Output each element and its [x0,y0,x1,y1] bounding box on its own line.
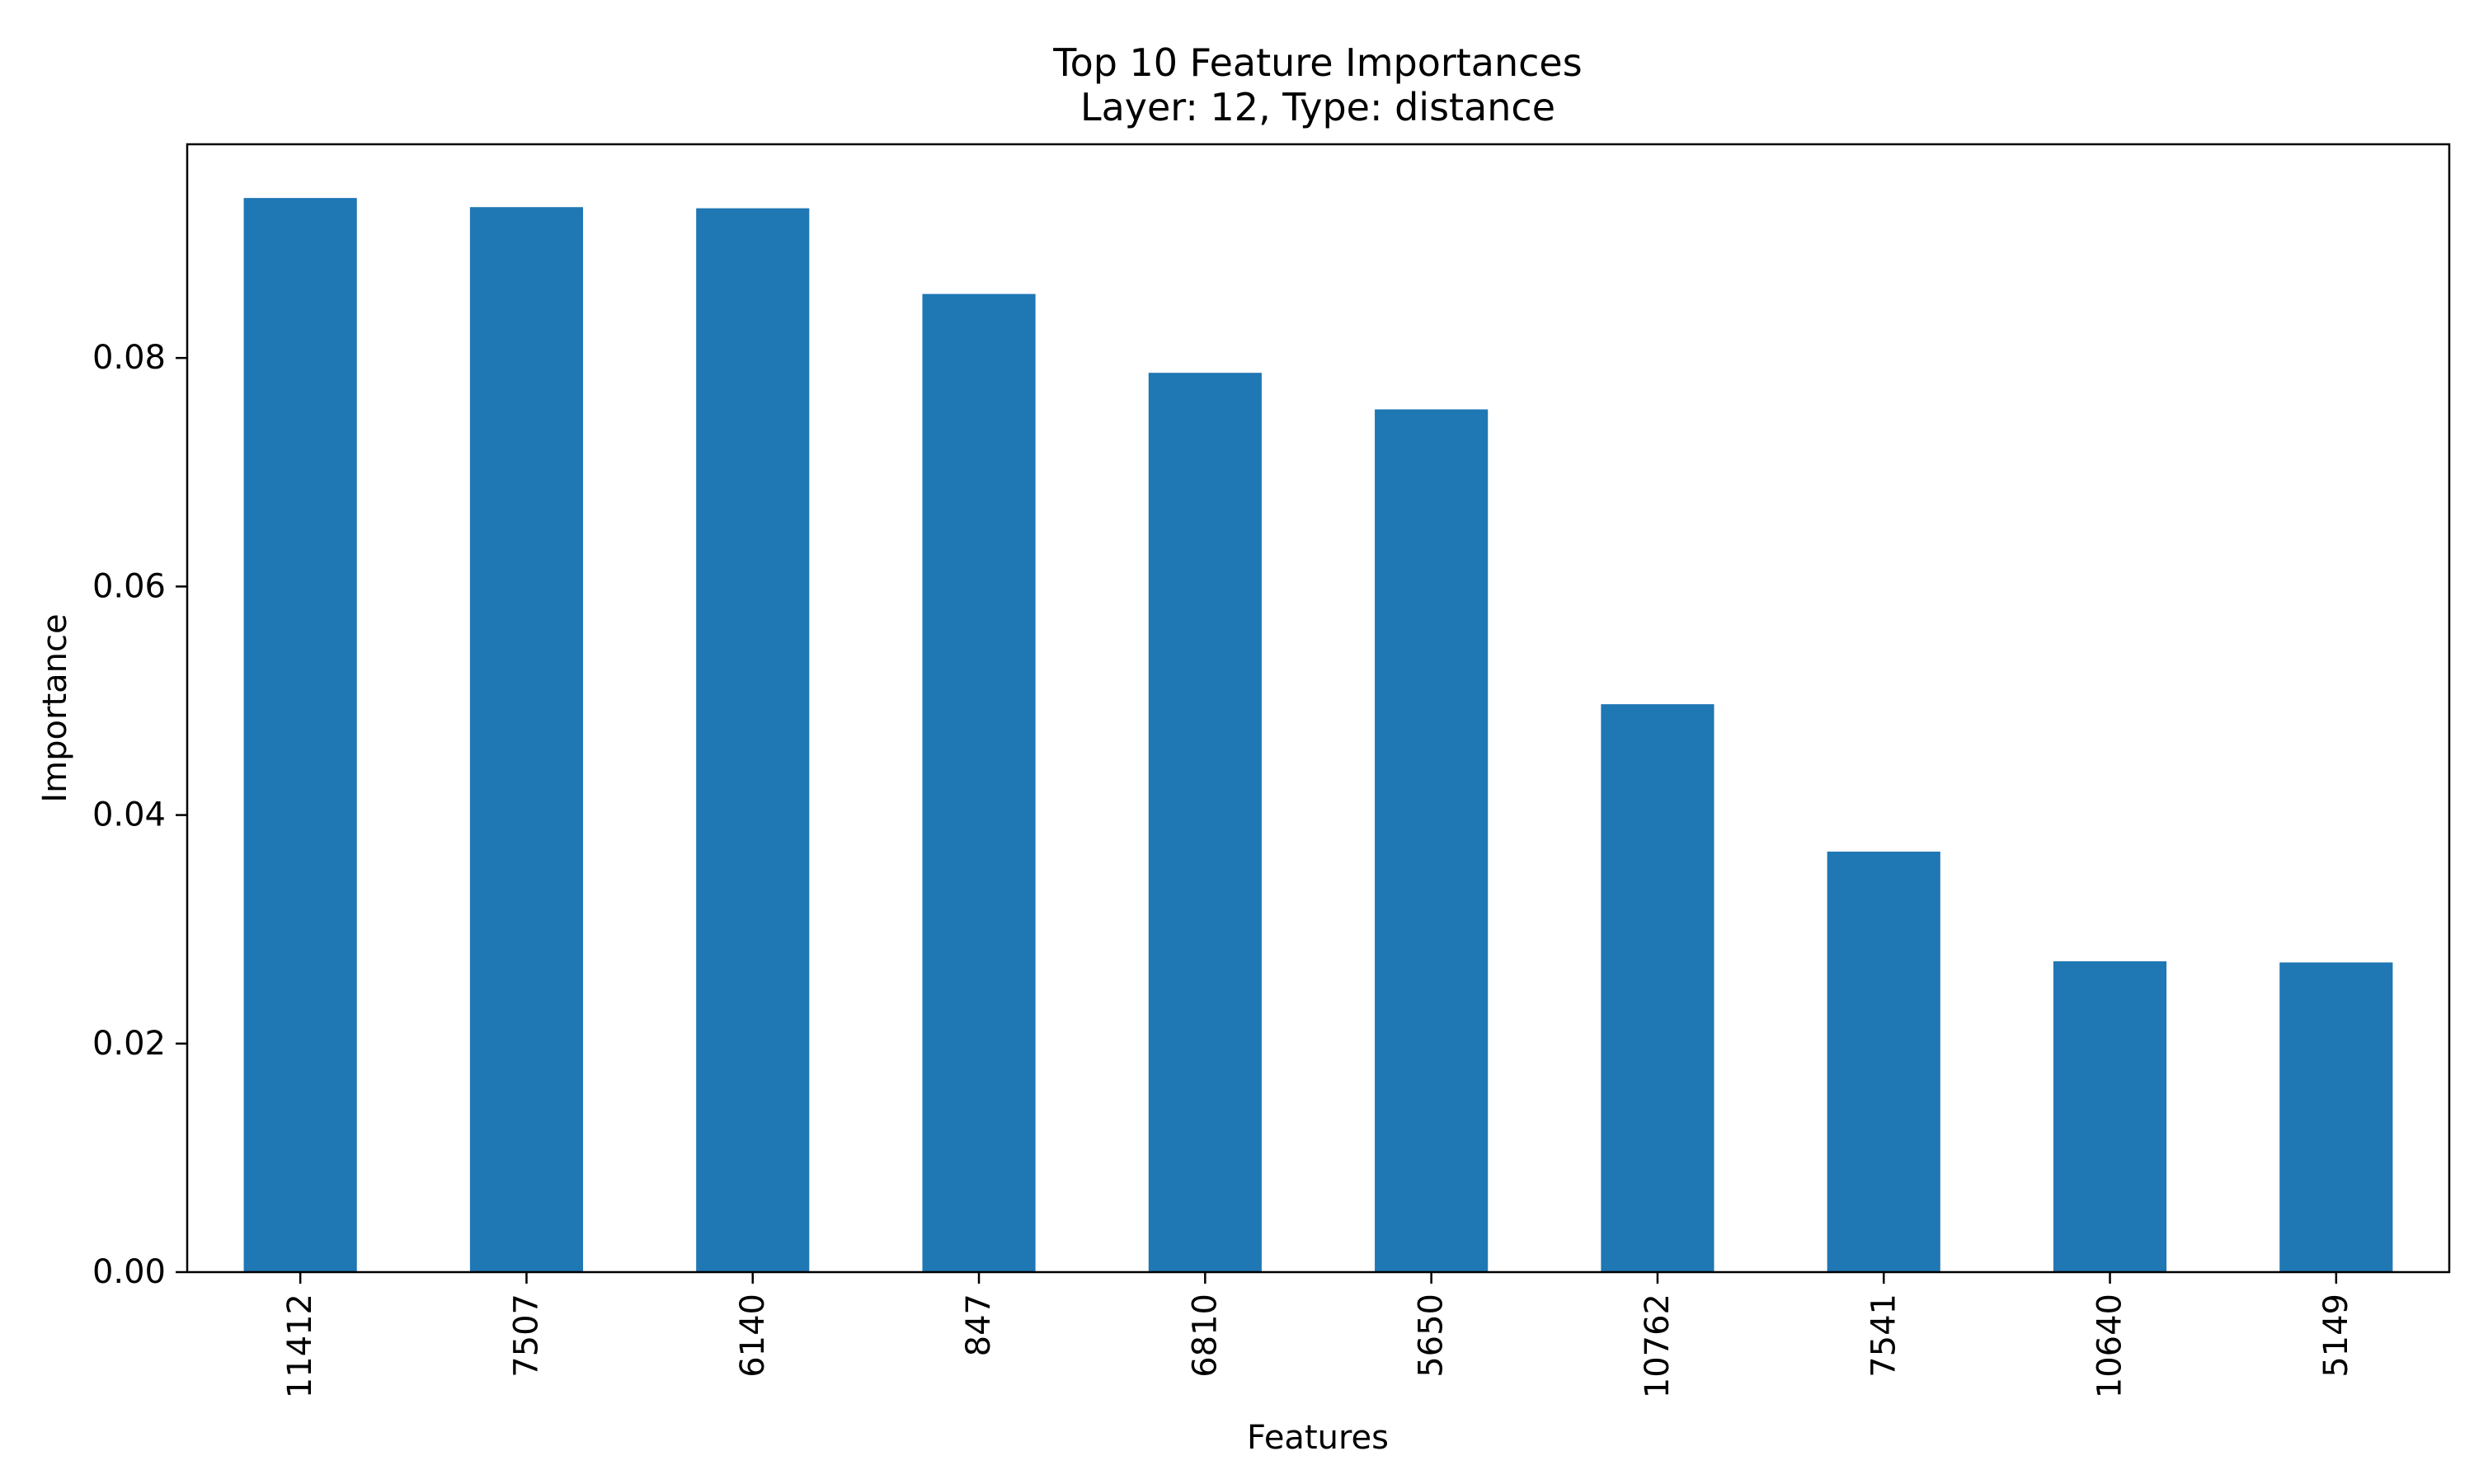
bar-10762 [1601,704,1714,1272]
x-tick-label: 5149 [2317,1294,2355,1378]
plot-frame [186,143,2451,1274]
x-tick-label: 6810 [1186,1294,1224,1378]
y-tick-label: 0.02 [92,1025,166,1063]
bar-7541 [1827,851,1940,1272]
bar-5650 [1375,409,1489,1272]
x-tick-label: 5650 [1413,1294,1451,1378]
chart-subtitle: Layer: 12, Type: distance [1080,85,1555,129]
y-axis-label: Importance [36,613,74,802]
y-tick-label: 0.06 [92,567,166,605]
x-tick-label: 847 [960,1294,998,1356]
bars-group [243,198,2393,1273]
y-tick-label: 0.00 [92,1253,166,1291]
x-tick-label: 7507 [507,1294,545,1378]
x-tick-label: 6140 [734,1294,772,1378]
bar-847 [922,294,1036,1273]
y-tick-label: 0.04 [92,796,166,834]
bar-10640 [2053,961,2167,1272]
bar-7507 [469,207,584,1273]
x-tick-label: 11412 [281,1294,319,1398]
bar-5149 [2279,962,2393,1272]
x-axis-label: Features [1247,1419,1389,1457]
bar-6810 [1148,373,1262,1273]
x-axis: 11412 7507 6140 847 6810 5650 10762 7541 10640 51… [281,1272,2355,1398]
y-tick-label: 0.08 [92,339,166,377]
bar-6140 [696,208,810,1272]
bar-11412 [243,198,357,1273]
y-axis: 0.00 0.02 0.04 0.06 0.08 [92,339,187,1291]
chart-title: Top 10 Feature Importances [1052,40,1582,85]
x-tick-label: 10640 [2091,1294,2129,1398]
x-tick-label: 10762 [1639,1294,1677,1398]
x-tick-label: 7541 [1865,1294,1903,1378]
